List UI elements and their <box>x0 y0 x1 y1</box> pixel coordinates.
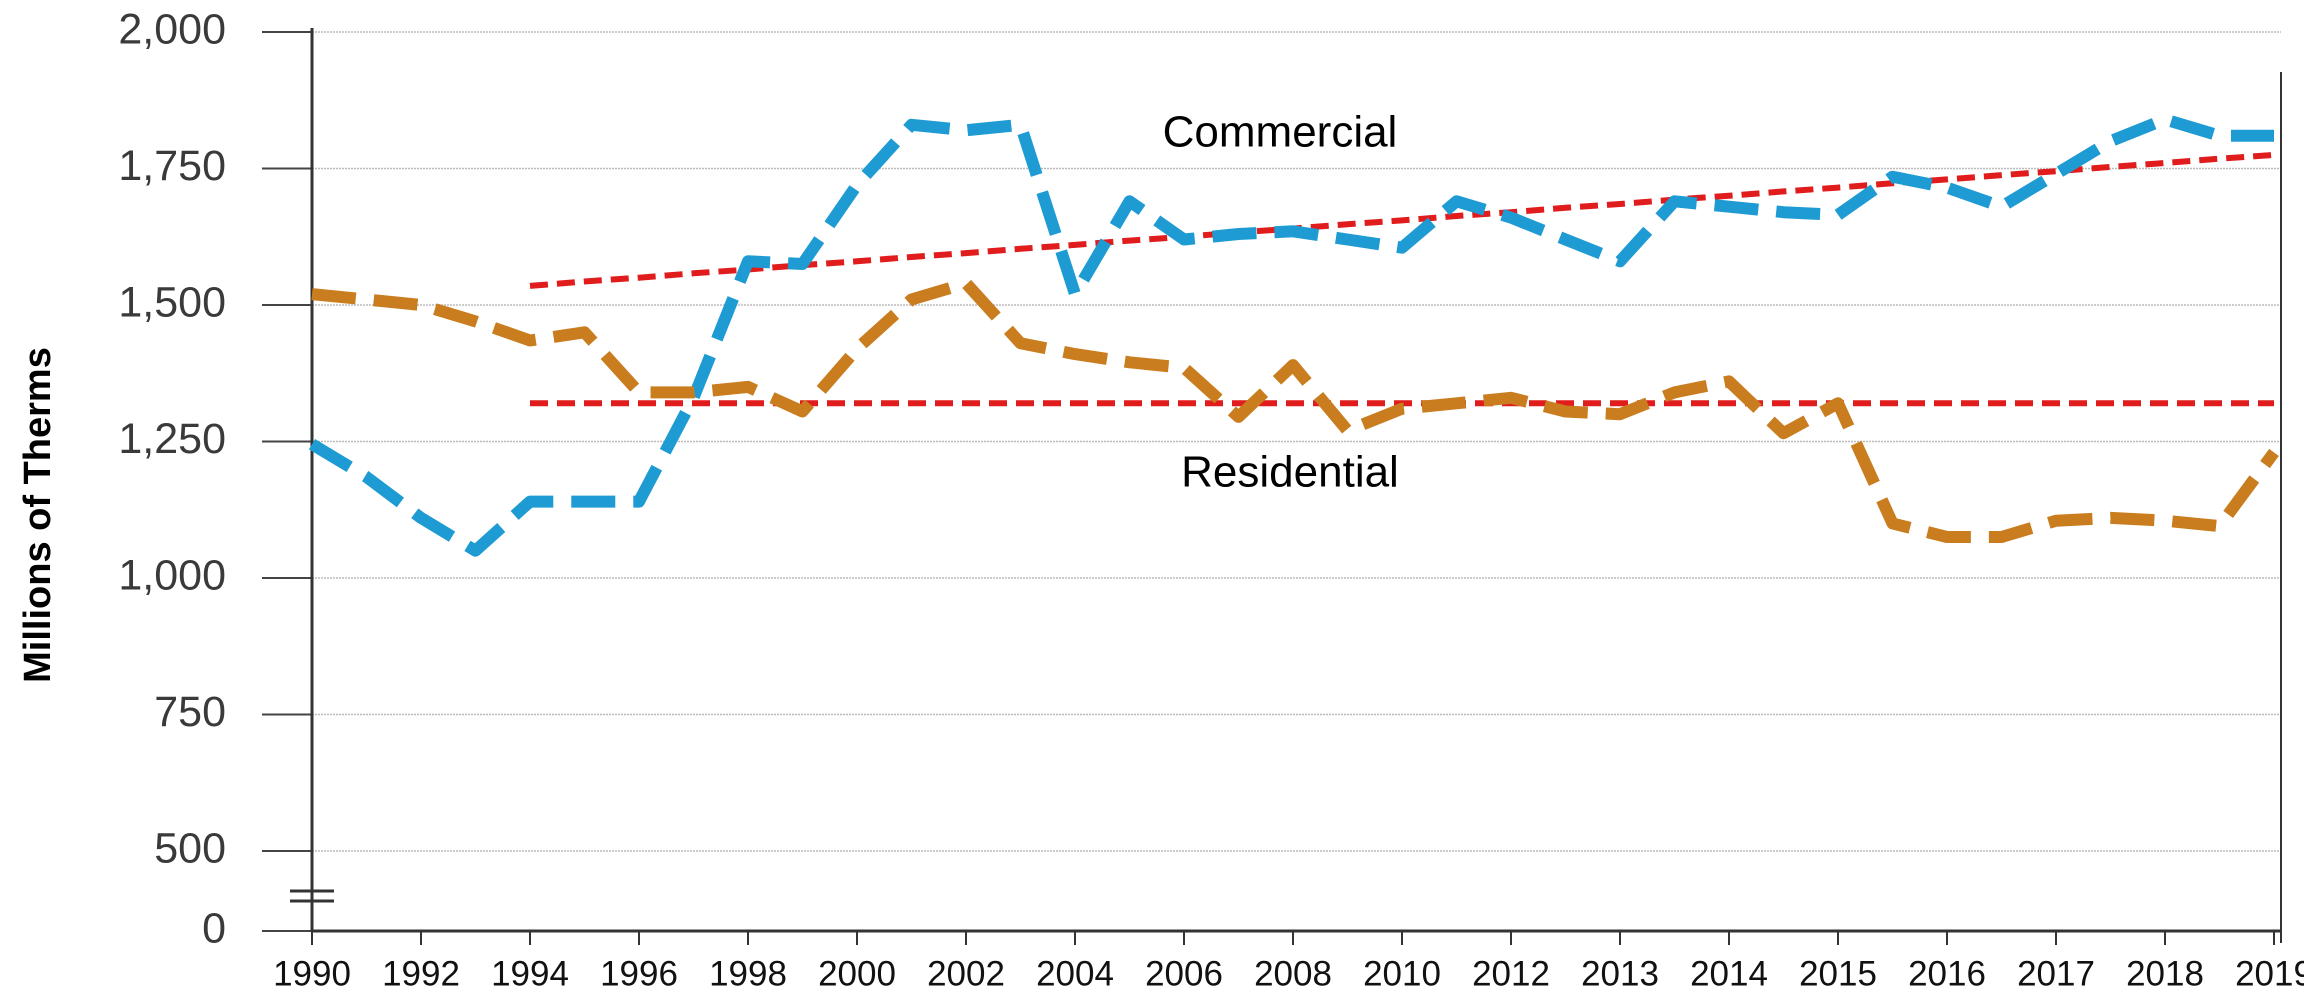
x-tick-label: 1992 <box>382 954 460 993</box>
x-tick-label: 1998 <box>709 954 787 993</box>
y-tick-label: 750 <box>154 688 226 736</box>
x-tick-label: 2013 <box>1581 954 1659 993</box>
x-tick-label: 2002 <box>927 954 1005 993</box>
series-label: Commercial <box>1163 108 1398 157</box>
y-tick-label: 1,000 <box>118 551 226 599</box>
x-tick-label: 1996 <box>600 954 678 993</box>
x-tick-label: 2017 <box>2017 954 2095 993</box>
y-tick-label: 2,000 <box>118 5 226 53</box>
x-tick-label: 2019 <box>2235 954 2304 993</box>
x-tick-label: 2004 <box>1036 954 1114 993</box>
y-tick-label: 1,750 <box>118 142 226 190</box>
series-line <box>308 113 2274 557</box>
trend-line <box>529 151 2275 289</box>
series-label: Residential <box>1181 448 1399 497</box>
x-tick-label: 2008 <box>1254 954 1332 993</box>
y-tick-label: 0 <box>202 904 226 952</box>
y-tick-label: 500 <box>154 824 226 872</box>
x-tick-label: 2012 <box>1472 954 1550 993</box>
y-axis-label: Millions of Therms <box>17 347 59 683</box>
x-tick-label: 2000 <box>818 954 896 993</box>
x-tick-label: 2018 <box>2126 954 2204 993</box>
x-tick-label: 2016 <box>1908 954 1986 993</box>
x-tick-label: 1990 <box>273 954 351 993</box>
series-line <box>311 277 2279 543</box>
y-tick-label: 1,500 <box>118 278 226 326</box>
x-tick-label: 2014 <box>1690 954 1768 993</box>
x-tick-label: 2010 <box>1363 954 1441 993</box>
x-tick-label: 2006 <box>1145 954 1223 993</box>
x-tick-label: 1994 <box>491 954 569 993</box>
x-tick-label: 2015 <box>1799 954 1877 993</box>
y-tick-label: 1,250 <box>118 415 226 463</box>
